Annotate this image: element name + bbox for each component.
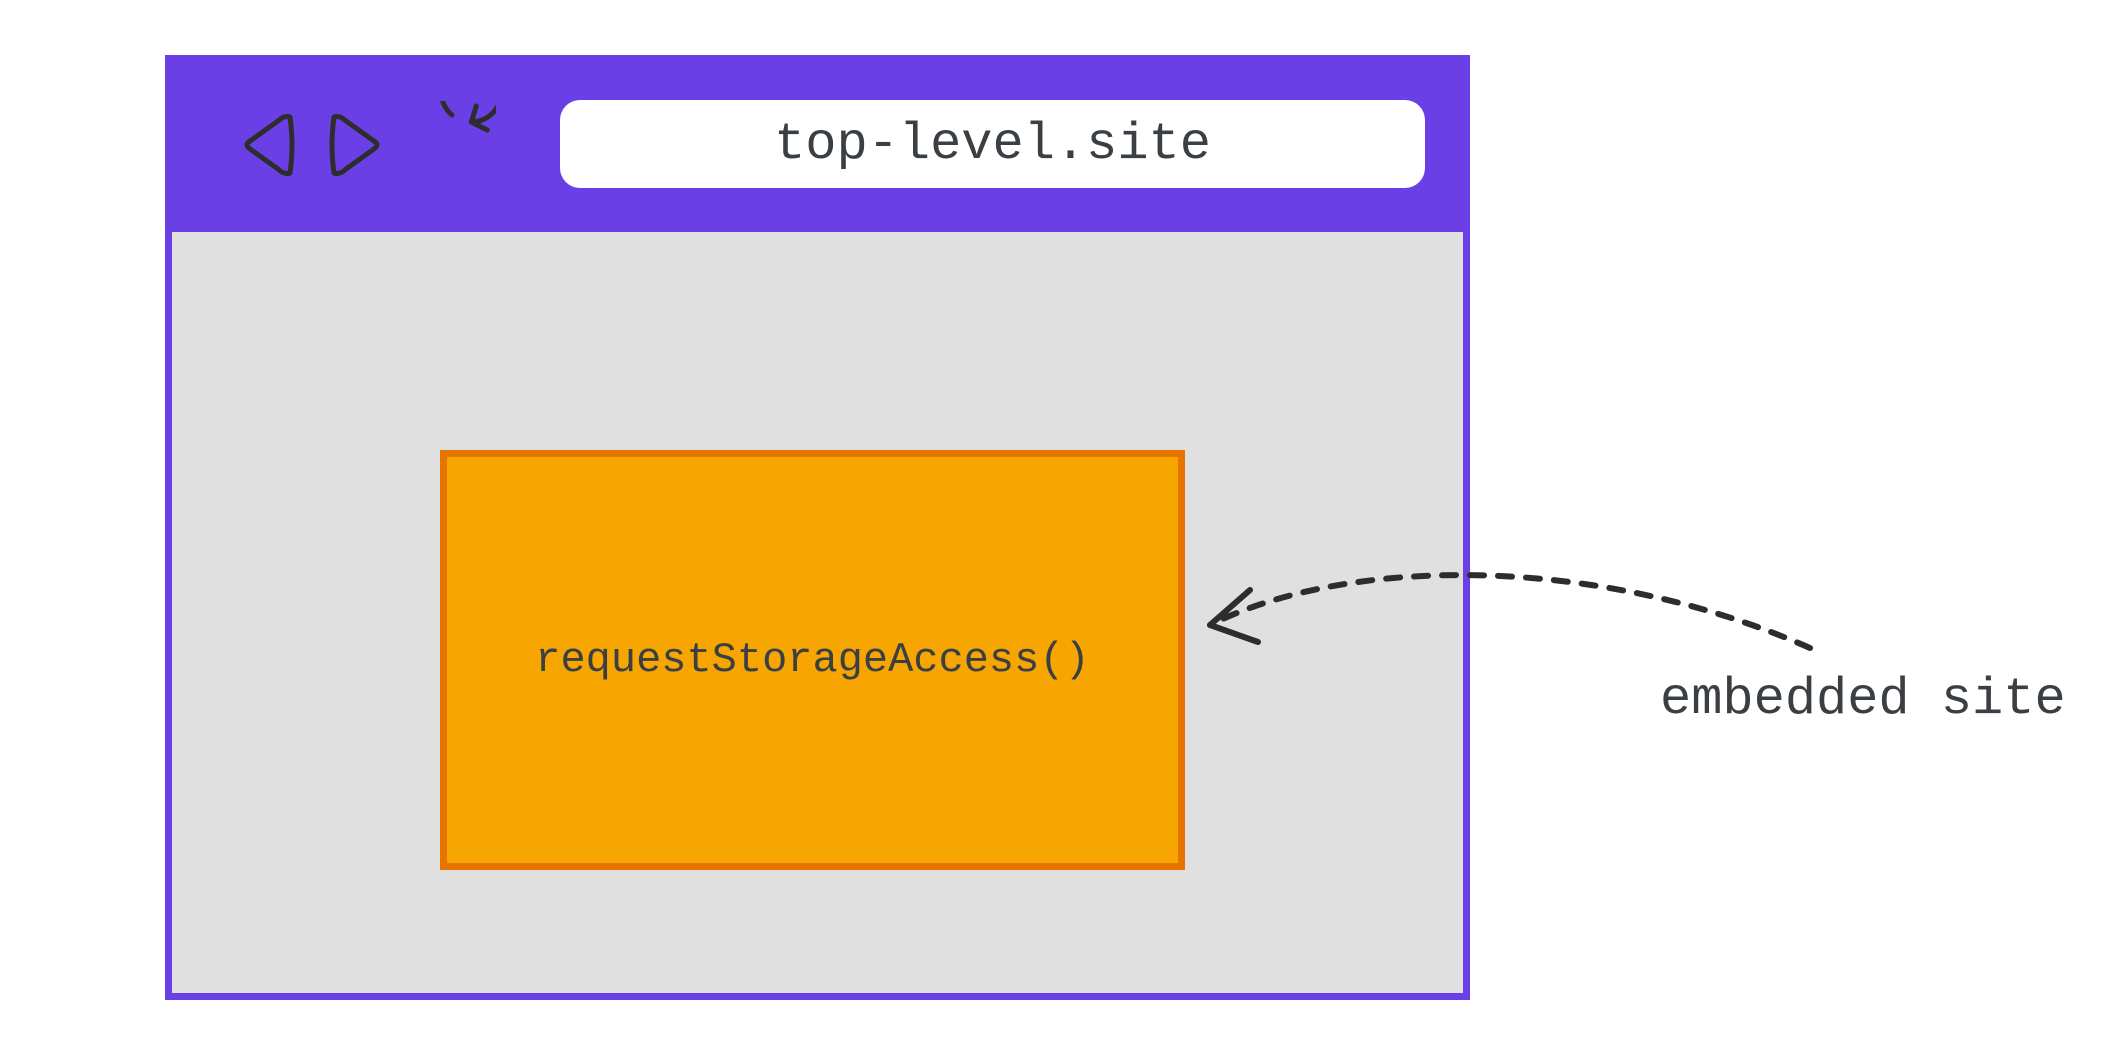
annotation-label: embedded site bbox=[1660, 670, 2066, 729]
annotation-arrow bbox=[0, 0, 2102, 1056]
